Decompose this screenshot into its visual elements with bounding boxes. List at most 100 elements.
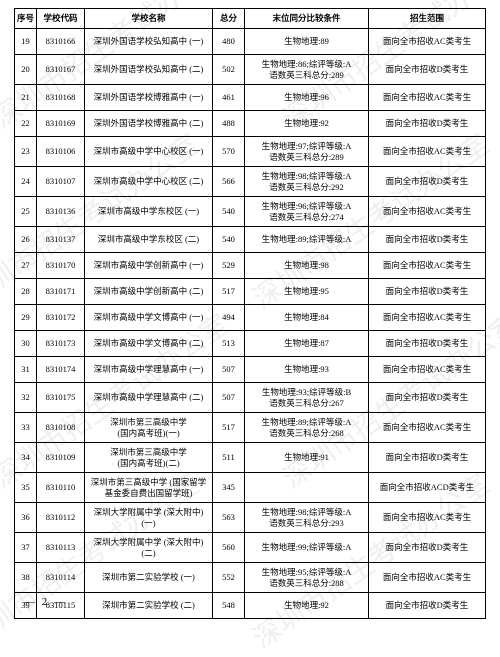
table-row: 368310112深圳大学附属中学 (深大附中) (一)563生物地理:98;综… bbox=[15, 503, 486, 533]
cell-cond: 生物地理:98;综评等级:A 语数英三科总分:293 bbox=[245, 503, 369, 533]
cell-score: 461 bbox=[213, 85, 245, 111]
cell-name: 深圳市高级中学文博高中 (一) bbox=[85, 305, 213, 331]
cell-scope: 面向全市招收D类考生 bbox=[369, 383, 486, 413]
cell-seq: 36 bbox=[15, 503, 37, 533]
cell-cond: 生物地理:96 bbox=[245, 85, 369, 111]
cell-cond: 生物地理:92 bbox=[245, 111, 369, 137]
cell-scope: 面向全市招收AC类考生 bbox=[369, 253, 486, 279]
cell-score: 513 bbox=[213, 331, 245, 357]
cell-seq: 25 bbox=[15, 197, 37, 227]
cell-seq: 38 bbox=[15, 563, 37, 593]
cell-scope: 面向全市招收D类考生 bbox=[369, 533, 486, 563]
table-row: 258310136深圳市高级中学东校区 (一)540生物地理:96;综评等级:A… bbox=[15, 197, 486, 227]
cell-scope: 面向全市招收AC类考生 bbox=[369, 305, 486, 331]
table-row: 298310172深圳市高级中学文博高中 (一)494生物地理:84面向全市招收… bbox=[15, 305, 486, 331]
cell-name: 深圳市高级中学理慧高中 (二) bbox=[85, 383, 213, 413]
cell-cond: 生物地理:84 bbox=[245, 305, 369, 331]
cell-scope: 面向全市招收AC类考生 bbox=[369, 413, 486, 443]
cell-scope: 面向全市招收D类考生 bbox=[369, 227, 486, 253]
cell-code: 8310166 bbox=[37, 29, 85, 55]
cell-score: 560 bbox=[213, 533, 245, 563]
cell-name: 深圳市第三高级中学 (国内高考班)(二) bbox=[85, 443, 213, 473]
cell-code: 8310113 bbox=[37, 533, 85, 563]
cell-scope: 面向全市招收D类考生 bbox=[369, 331, 486, 357]
table-row: 278310170深圳市高级中学创新高中 (一)529生物地理:98面向全市招收… bbox=[15, 253, 486, 279]
cell-cond: 生物地理:89 bbox=[245, 29, 369, 55]
cell-cond: 生物地理:95;综评等级:A 语数英三科总分:288 bbox=[245, 563, 369, 593]
cell-scope: 面向全市招收AC类考生 bbox=[369, 85, 486, 111]
cell-scope: 面向全市招收D类考生 bbox=[369, 443, 486, 473]
cell-code: 8310174 bbox=[37, 357, 85, 383]
cell-name: 深圳市高级中学中心校区 (一) bbox=[85, 137, 213, 167]
cell-name: 深圳市第三高级中学 (国内高考班)(一) bbox=[85, 413, 213, 443]
cell-name: 深圳外国语学校弘知高中 (二) bbox=[85, 55, 213, 85]
cell-seq: 24 bbox=[15, 167, 37, 197]
table-row: 218310168深圳外国语学校博雅高中 (一)461生物地理:96面向全市招收… bbox=[15, 85, 486, 111]
table-row: 308310173深圳市高级中学文博高中 (二)513生物地理:87面向全市招收… bbox=[15, 331, 486, 357]
cell-seq: 20 bbox=[15, 55, 37, 85]
col-seq-header: 序号 bbox=[15, 9, 37, 29]
cell-cond: 生物地理:95 bbox=[245, 279, 369, 305]
cell-code: 8310110 bbox=[37, 473, 85, 503]
table-row: 348310109深圳市第三高级中学 (国内高考班)(二)511生物地理:91面… bbox=[15, 443, 486, 473]
cell-score: 507 bbox=[213, 357, 245, 383]
cell-score: 540 bbox=[213, 227, 245, 253]
cell-name: 深圳市高级中学理慧高中 (一) bbox=[85, 357, 213, 383]
cell-score: 480 bbox=[213, 29, 245, 55]
cell-scope: 面向全市招收AC类考生 bbox=[369, 357, 486, 383]
cell-seq: 28 bbox=[15, 279, 37, 305]
cell-seq: 39 bbox=[15, 593, 37, 619]
cell-score: 345 bbox=[213, 473, 245, 503]
table-row: 378310113深圳大学附属中学 (深大附中) (二)560生物地理:99;综… bbox=[15, 533, 486, 563]
cell-seq: 34 bbox=[15, 443, 37, 473]
cell-code: 8310171 bbox=[37, 279, 85, 305]
cell-score: 548 bbox=[213, 593, 245, 619]
cell-scope: 面向全市招收AC类考生 bbox=[369, 563, 486, 593]
table-header-row: 序号 学校代码 学校名称 总分 末位同分比较条件 招生范围 bbox=[15, 9, 486, 29]
cell-scope: 面向全市招收D类考生 bbox=[369, 593, 486, 619]
cell-scope: 面向全市招收D类考生 bbox=[369, 167, 486, 197]
cell-cond bbox=[245, 473, 369, 503]
table-row: 238310106深圳市高级中学中心校区 (一)570生物地理:97;综评等级:… bbox=[15, 137, 486, 167]
cell-code: 8310108 bbox=[37, 413, 85, 443]
cell-seq: 21 bbox=[15, 85, 37, 111]
cell-code: 8310107 bbox=[37, 167, 85, 197]
cell-code: 8310168 bbox=[37, 85, 85, 111]
cell-name: 深圳大学附属中学 (深大附中) (二) bbox=[85, 533, 213, 563]
cell-code: 8310114 bbox=[37, 563, 85, 593]
cell-cond: 生物地理:92 bbox=[245, 593, 369, 619]
cell-name: 深圳市第三高级中学 (国家留学 基金委自费出国留学班) bbox=[85, 473, 213, 503]
cell-code: 8310170 bbox=[37, 253, 85, 279]
table-row: 338310108深圳市第三高级中学 (国内高考班)(一)517生物地理:89;… bbox=[15, 413, 486, 443]
cell-score: 494 bbox=[213, 305, 245, 331]
cell-cond: 生物地理:93;综评等级:B 语数英三科总分:267 bbox=[245, 383, 369, 413]
cell-seq: 30 bbox=[15, 331, 37, 357]
cell-score: 488 bbox=[213, 111, 245, 137]
cell-name: 深圳外国语学校弘知高中 (一) bbox=[85, 29, 213, 55]
cell-seq: 33 bbox=[15, 413, 37, 443]
cell-name: 深圳市高级中学创新高中 (二) bbox=[85, 279, 213, 305]
cell-scope: 面向全市招收AC类考生 bbox=[369, 29, 486, 55]
col-cond-header: 末位同分比较条件 bbox=[245, 9, 369, 29]
cell-scope: 面向全市招收AC类考生 bbox=[369, 503, 486, 533]
cell-scope: 面向全市招收AC类考生 bbox=[369, 197, 486, 227]
cell-code: 8310169 bbox=[37, 111, 85, 137]
cell-cond: 生物地理:89;综评等级:A 语数英三科总分:268 bbox=[245, 413, 369, 443]
cell-code: 8310173 bbox=[37, 331, 85, 357]
cell-name: 深圳市高级中学东校区 (二) bbox=[85, 227, 213, 253]
cell-code: 8310175 bbox=[37, 383, 85, 413]
cell-scope: 面向全市招收D类考生 bbox=[369, 111, 486, 137]
cell-score: 566 bbox=[213, 167, 245, 197]
cell-code: 8310137 bbox=[37, 227, 85, 253]
table-row: 358310110深圳市第三高级中学 (国家留学 基金委自费出国留学班)345面… bbox=[15, 473, 486, 503]
cell-scope: 面向全市招收D类考生 bbox=[369, 279, 486, 305]
cell-name: 深圳外国语学校博雅高中 (二) bbox=[85, 111, 213, 137]
cell-score: 529 bbox=[213, 253, 245, 279]
col-code-header: 学校代码 bbox=[37, 9, 85, 29]
cell-scope: 面向全市招收ACD类考生 bbox=[369, 473, 486, 503]
cell-seq: 26 bbox=[15, 227, 37, 253]
cell-score: 552 bbox=[213, 563, 245, 593]
table-row: 318310174深圳市高级中学理慧高中 (一)507生物地理:93面向全市招收… bbox=[15, 357, 486, 383]
cell-code: 8310109 bbox=[37, 443, 85, 473]
cell-name: 深圳市高级中学东校区 (一) bbox=[85, 197, 213, 227]
